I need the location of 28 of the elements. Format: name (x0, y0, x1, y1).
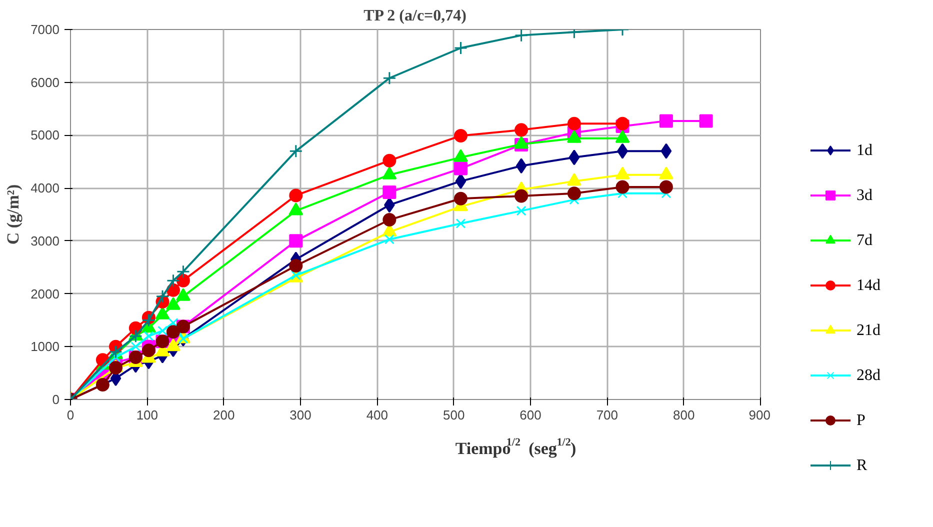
legend-label: 1d (856, 142, 872, 159)
x-tick-label: 800 (672, 408, 695, 422)
x-tick-label: 300 (290, 408, 312, 422)
x-tick-label: 500 (442, 408, 465, 422)
legend-label: 28d (856, 367, 880, 384)
x-tick-label: 0 (66, 408, 74, 422)
y-tick-label: 4000 (30, 180, 60, 196)
y-axis-title: C (g/m²) (4, 184, 23, 245)
y-tick-label: 5000 (30, 128, 60, 143)
x-tick-label: 900 (748, 408, 771, 422)
x-tick-label: 100 (136, 408, 158, 422)
y-tick-label: 7000 (30, 22, 60, 37)
legend-label: 21d (856, 322, 880, 339)
y-tick-label: 0 (52, 392, 60, 407)
chart-title: TP 2 (a/c=0,74) (364, 8, 467, 24)
x-tick-label: 700 (596, 408, 618, 422)
y-tick-label: 2000 (30, 286, 60, 302)
legend-label: P (856, 412, 866, 429)
y-tick-label: 6000 (30, 74, 60, 90)
x-tick-label: 400 (366, 408, 388, 422)
y-tick-label: 1000 (30, 339, 60, 354)
x-tick-label: 200 (212, 408, 235, 422)
legend-label: 3d (856, 187, 872, 204)
x-tick-label: 600 (520, 408, 542, 422)
legend-label: 14d (856, 277, 880, 294)
y-tick-label: 3000 (30, 233, 60, 248)
legend-label: 7d (856, 232, 872, 249)
legend-label: R (856, 457, 868, 474)
